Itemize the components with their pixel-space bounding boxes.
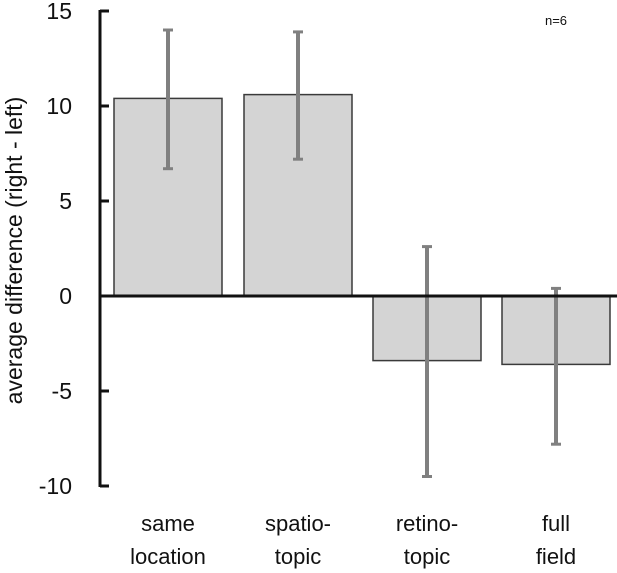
- sample-size-annotation: n=6: [545, 13, 567, 28]
- category-label-2-line-1: topic: [404, 544, 450, 569]
- category-label-2-line-0: retino-: [396, 511, 458, 536]
- y-ticks-layer: 15 10 5 0 -5 -10: [39, 0, 109, 499]
- error-bars-layer: [163, 28, 561, 478]
- y-tick-label: 15: [46, 0, 72, 24]
- y-tick-label: 10: [46, 93, 72, 119]
- y-tick-label: -10: [39, 473, 72, 499]
- y-tick-label: 5: [59, 188, 72, 214]
- y-axis-label: average difference (right - left): [1, 97, 27, 405]
- bars-layer: [113, 93, 611, 366]
- category-labels-layer: same location spatio-topic retino-topic full…: [130, 511, 576, 569]
- category-label-1-line-1: topic: [275, 544, 321, 569]
- category-label-0-line-1: location: [130, 544, 206, 569]
- category-label-1-line-0: spatio-: [265, 511, 331, 536]
- y-tick-label: -5: [52, 378, 72, 404]
- category-label-3-line-0: full: [542, 511, 570, 536]
- category-label-3-line-1: field: [536, 544, 576, 569]
- category-label-0-line-0: same: [141, 511, 195, 536]
- y-tick-label: 0: [59, 283, 72, 309]
